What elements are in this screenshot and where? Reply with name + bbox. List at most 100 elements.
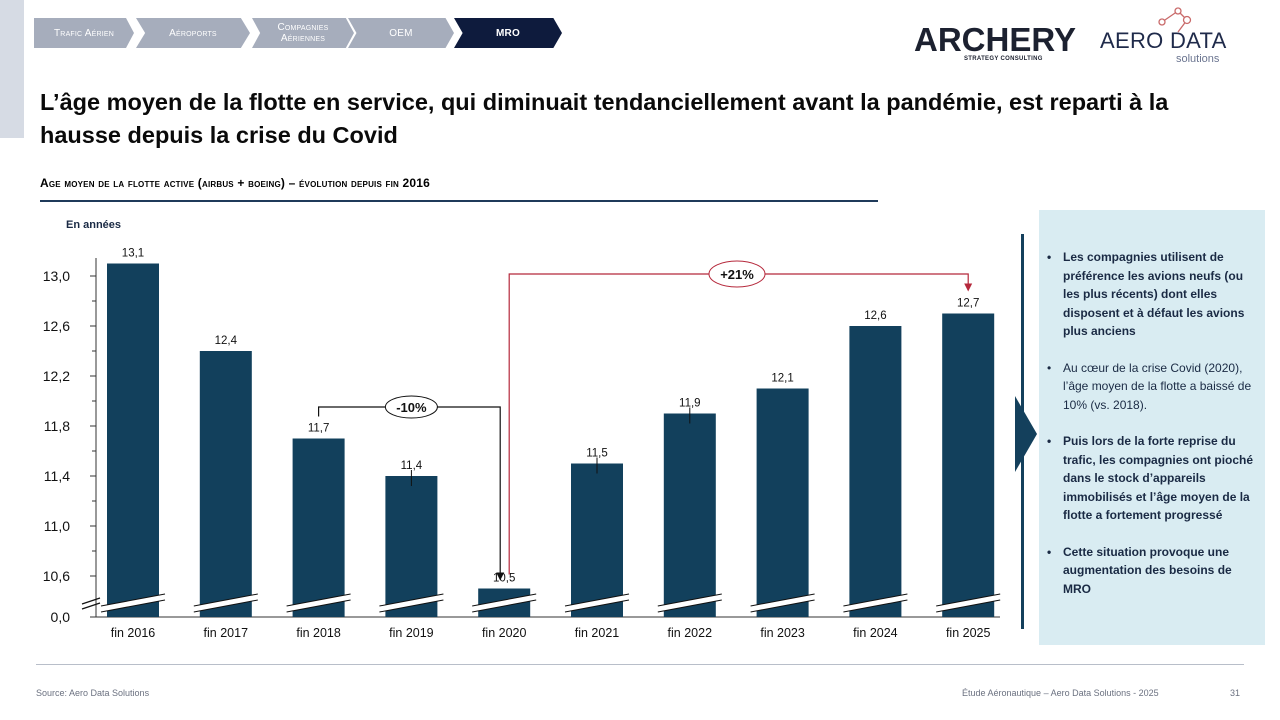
x-tick-label: fin 2016	[111, 626, 156, 640]
archery-logo: ARCHERY STRATEGY CONSULTING	[914, 22, 1076, 66]
bar-break-line	[472, 599, 537, 613]
y-tick-label: 12,2	[43, 368, 70, 384]
y-tick-label: 12,6	[43, 318, 70, 334]
commentary-list: Les compagnies utilisent de préférence l…	[1047, 248, 1259, 616]
bar-fin-2017	[199, 351, 252, 617]
bar-break-line	[472, 593, 537, 607]
nav-item-oem[interactable]: OEM	[348, 18, 454, 48]
footer-divider	[36, 664, 1244, 665]
annotation-badge-plus21	[708, 260, 766, 288]
aero-data-logo-name: AERO DATA	[1100, 28, 1227, 53]
bar-break-line	[657, 599, 722, 613]
y-tick-label: 11,8	[44, 418, 70, 434]
y-axis-break-mark	[81, 597, 101, 605]
x-tick-label: fin 2025	[946, 626, 991, 640]
bar-fin-2025	[942, 313, 995, 617]
x-tick-label: fin 2018	[296, 626, 341, 640]
bar-break-gap	[193, 594, 258, 612]
archery-logo-tagline: STRATEGY CONSULTING	[964, 56, 1043, 62]
bar-break-line	[193, 593, 258, 607]
page-number: 31	[1230, 688, 1241, 698]
bar-fin-2022	[663, 413, 716, 617]
annotation-arrowhead-minus10	[496, 572, 505, 581]
bar-break-gap	[936, 594, 1001, 612]
footer-study: Étude Aéronautique – Aero Data Solutions…	[962, 688, 1159, 698]
bar-value-label: 12,1	[771, 373, 793, 385]
bar-break-gap	[843, 594, 908, 612]
bar-break-line	[100, 599, 166, 613]
x-tick-label: fin 2021	[575, 626, 620, 640]
bar-break-line	[750, 593, 815, 607]
bar-value-label: 11,5	[586, 448, 608, 460]
bar-fin-2023	[756, 388, 809, 617]
bar-break-line	[936, 599, 1001, 613]
fleet-age-bar-chart: En années 0,0 10,6 11,0 11,4 11,8 12,2 12,6 13,0…	[43, 219, 1001, 640]
bar-value-label: 12,6	[864, 310, 886, 322]
nav-label: Aéroports	[169, 27, 217, 39]
y-tick-label: 13,0	[43, 268, 70, 284]
bar-break-gap	[750, 594, 815, 612]
x-tick-label: fin 2022	[668, 626, 713, 640]
bar-break-gap	[565, 594, 629, 612]
bar-fin-2019	[385, 476, 438, 617]
annotation-badge-minus10	[384, 395, 438, 419]
aero-data-logo-tagline: solutions	[1176, 53, 1220, 65]
aero-data-logo: AERO DATA solutions	[1098, 2, 1248, 68]
y-tick-label: 11,4	[44, 468, 70, 484]
nav-item-trafic-aerien[interactable]: Trafic Aérien	[34, 18, 134, 48]
x-tick-label: fin 2017	[204, 626, 249, 640]
nav-item-aeroports[interactable]: Aéroports	[136, 18, 250, 48]
bar-value-label: 11,4	[401, 460, 423, 472]
annotation-label-minus10: -10%	[396, 400, 427, 415]
bar-break-gap	[379, 594, 444, 612]
x-tick-label: fin 2020	[482, 626, 527, 640]
x-tick-label: fin 2019	[389, 626, 434, 640]
bar-fin-2018	[292, 438, 345, 617]
bar-break-gap	[657, 594, 722, 612]
nav-label: Trafic Aérien	[54, 27, 114, 39]
y-axis-break-mark	[81, 602, 101, 610]
bar-break-line	[286, 599, 351, 613]
bar-break-line	[286, 593, 351, 607]
commentary-bullet-3: Puis lors de la forte reprise du trafic,…	[1047, 432, 1259, 525]
chart-subtitle: Age moyen de la flotte active (airbus + …	[40, 176, 431, 190]
bar-break-gap	[101, 594, 165, 612]
bar-break-line	[750, 599, 815, 613]
bar-fin-2016	[107, 263, 159, 617]
bar-break-line	[193, 599, 258, 613]
nav-item-mro[interactable]: MRO	[454, 18, 562, 48]
bar-fin-2021	[571, 463, 623, 617]
subtitle-divider	[40, 200, 878, 202]
bar-value-label: 11,7	[308, 423, 330, 435]
annotation-arrowhead-plus21	[964, 283, 973, 292]
bar-value-label: 10,5	[493, 573, 515, 585]
nav-label: MRO	[496, 27, 520, 39]
annotation-label-plus21: +21%	[720, 267, 754, 282]
commentary-bullet-1: Les compagnies utilisent de préférence l…	[1047, 248, 1259, 341]
molecule-icon	[1158, 7, 1192, 33]
commentary-panel: Les compagnies utilisent de préférence l…	[1039, 210, 1265, 645]
bar-break-line	[100, 593, 166, 607]
y-axis-unit-label: En années	[66, 219, 121, 231]
bar-break-gap	[472, 594, 537, 612]
nav-label: OEM	[389, 27, 413, 39]
bar-break-line	[379, 599, 444, 613]
panel-pointer-arrow	[1015, 396, 1037, 472]
nav-label: Compagnies Aériennes	[277, 22, 329, 44]
bar-break-line	[657, 593, 722, 607]
bar-value-label: 12,4	[215, 335, 238, 347]
y-tick-label: 11,0	[44, 518, 70, 534]
side-accent-bar	[0, 0, 24, 138]
bar-break-line	[564, 593, 630, 607]
archery-logo-name: ARCHERY	[914, 21, 1076, 58]
bar-break-line	[843, 593, 908, 607]
commentary-bullet-4: Cette situation provoque une augmentatio…	[1047, 543, 1259, 599]
bar-break-line	[379, 593, 444, 607]
nav-item-compagnies-aeriennes[interactable]: Compagnies Aériennes	[252, 18, 354, 48]
x-tick-label: fin 2023	[760, 626, 805, 640]
bar-break-line	[843, 599, 908, 613]
bar-break-gap	[286, 594, 351, 612]
bar-break-line	[564, 599, 630, 613]
x-tick-label: fin 2024	[853, 626, 898, 640]
footer-source: Source: Aero Data Solutions	[36, 688, 150, 698]
